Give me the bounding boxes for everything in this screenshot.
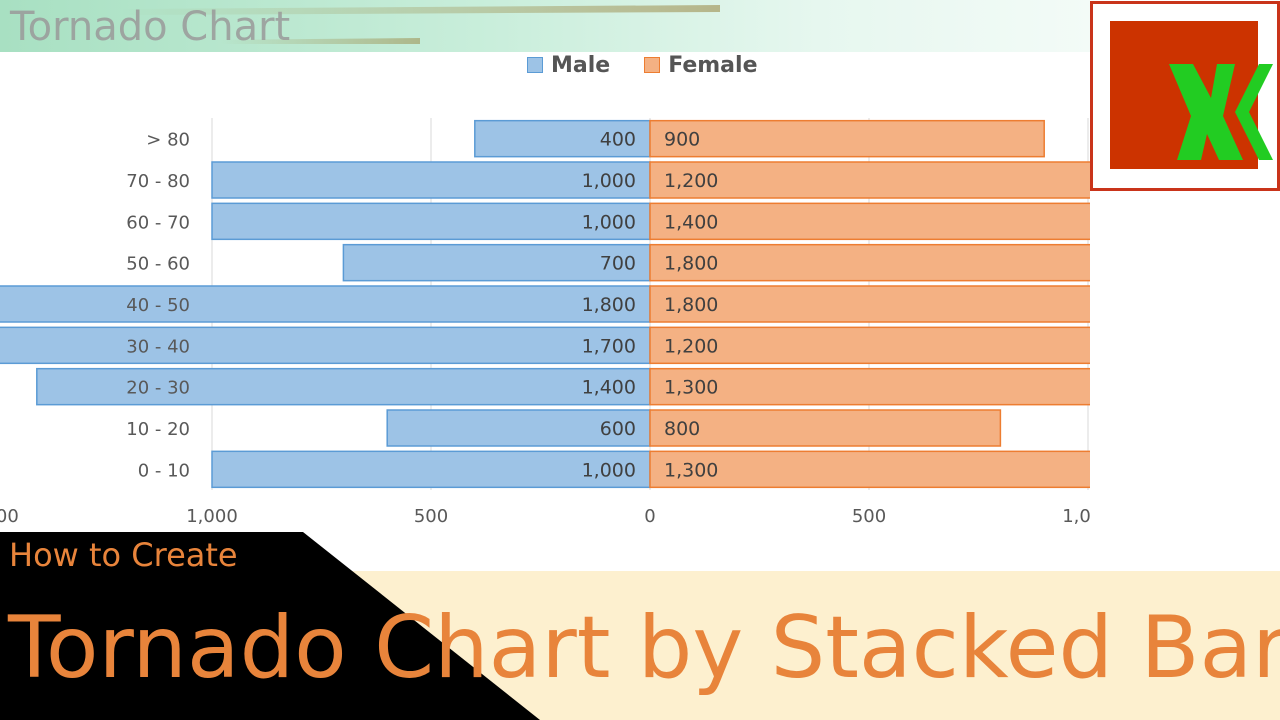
category-label: 40 - 50 (126, 295, 190, 316)
legend-label-male: Male (551, 52, 611, 78)
bar-male (0, 285, 651, 323)
data-label-female: 1,800 (664, 253, 718, 275)
data-label-female: 1,200 (664, 170, 718, 192)
category-label: 60 - 70 (126, 212, 190, 233)
category-label: 20 - 30 (126, 378, 190, 399)
legend-item-female: Female (644, 52, 758, 78)
data-label-male: 1,800 (582, 294, 636, 316)
legend-label-female: Female (668, 52, 758, 78)
excel-logo (1090, 1, 1280, 191)
bar-male (211, 450, 651, 489)
data-label-female: 1,800 (664, 294, 718, 316)
bar-male (211, 202, 651, 241)
bar-male (342, 243, 651, 282)
data-label-male: 1,700 (582, 335, 636, 357)
x-tick-label: 1,500 (0, 506, 19, 527)
caption-subtitle: How to Create (9, 536, 238, 574)
category-label: 70 - 80 (126, 171, 190, 192)
top-banner: Tornado Chart (0, 0, 1090, 52)
bar-female (649, 409, 1002, 447)
bar-female (649, 450, 1090, 489)
bar-male (36, 367, 651, 406)
data-label-female: 1,200 (664, 335, 718, 357)
category-label: 0 - 10 (138, 460, 190, 481)
data-label-female: 1,400 (664, 211, 718, 233)
excel-x-logo-icon (1169, 64, 1273, 160)
data-label-male: 400 (600, 129, 636, 151)
bar-male (211, 161, 651, 199)
data-label-female: 1,300 (664, 377, 718, 399)
category-label: 30 - 40 (126, 336, 190, 357)
data-label-male: 1,400 (582, 377, 636, 399)
banner-streak (220, 38, 420, 44)
tornado-chart: 1,000 1,300 0 - 10 600 800 10 - 20 1,400 1,300 2… (0, 118, 1090, 527)
data-label-male: 1,000 (582, 170, 636, 192)
banner-title: Tornado Chart (10, 4, 291, 50)
bar-female (649, 285, 1090, 323)
legend-swatch-male (527, 57, 543, 73)
data-label-male: 1,000 (582, 211, 636, 233)
caption-title: Tornado Chart by Stacked Bar (8, 598, 1280, 698)
bar-female (649, 161, 1090, 199)
bar-female (649, 367, 1090, 406)
chart-legend: Male Female (527, 50, 792, 80)
data-label-female: 1,300 (664, 459, 718, 481)
data-label-female: 900 (664, 129, 700, 151)
bar-female (649, 202, 1090, 241)
bar-female (649, 326, 1090, 365)
x-tick-label: 1,000 (1062, 506, 1090, 527)
x-tick-label: 1,000 (186, 506, 238, 527)
data-label-male: 700 (600, 253, 636, 275)
legend-item-male: Male (527, 53, 610, 78)
bar-male (474, 119, 651, 158)
x-tick-label: 0 (644, 506, 655, 527)
x-tick-label: 500 (852, 506, 886, 527)
category-label: 50 - 60 (126, 254, 190, 275)
banner-streak (120, 5, 720, 15)
data-label-female: 800 (664, 418, 700, 440)
x-tick-label: 500 (414, 506, 448, 527)
bar-female (649, 243, 1090, 282)
data-label-male: 1,000 (582, 459, 636, 481)
category-label: > 80 (146, 130, 190, 151)
legend-swatch-female (644, 57, 661, 73)
bar-female (649, 119, 1045, 158)
category-label: 10 - 20 (126, 419, 190, 440)
bar-male (0, 326, 651, 365)
data-label-male: 600 (600, 418, 636, 440)
